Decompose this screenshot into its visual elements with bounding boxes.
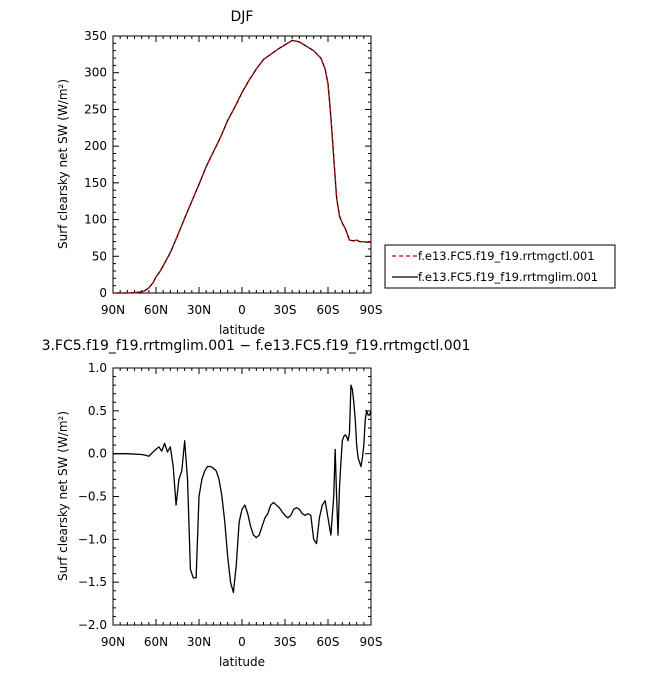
top-y-tick-label-4: 200: [84, 139, 107, 153]
top-x-axis-label: latitude: [219, 323, 265, 337]
bottom-x-axis-label: latitude: [219, 655, 265, 669]
top-y-tick-label-5: 250: [84, 102, 107, 116]
bottom-y-axis-label: Surf clearsky net SW (W/m²): [56, 411, 70, 581]
bottom-series-group: [113, 384, 372, 594]
top-x-tick-label-3: 0: [238, 303, 246, 317]
top-y-axis: 0 50 100 150 200 250 300 350: [84, 29, 371, 300]
top-y-tick-label-3: 150: [84, 176, 107, 190]
bottom-x-axis: 90N 60N 30N 0 30S 60S 90S: [101, 368, 383, 649]
top-y-tick-label-7: 350: [84, 29, 107, 43]
bottom-y-tick-label-0: 1.0: [88, 361, 107, 375]
top-x-tick-label-6: 90S: [360, 303, 383, 317]
top-x-tick-label-1: 60N: [144, 303, 168, 317]
top-y-tick-label-2: 100: [84, 213, 107, 227]
legend-label-series-1: f.e13.FC5.f19_f19.rrtmglim.001: [418, 270, 598, 284]
top-x-tick-label-4: 30S: [274, 303, 297, 317]
bottom-panel: 3.FC5.f19_f19.rrtmglim.001 − f.e13.FC5.f…: [42, 338, 471, 669]
bottom-x-tick-label-5: 60S: [317, 635, 340, 649]
top-series-line-0: [113, 39, 371, 294]
bottom-x-tick-label-4: 30S: [274, 635, 297, 649]
top-y-axis-label: Surf clearsky net SW (W/m²): [56, 79, 70, 249]
bottom-x-tick-label-0: 90N: [101, 635, 125, 649]
legend-label-series-0: f.e13.FC5.f19_f19.rrtmgctl.001: [418, 249, 595, 263]
bottom-x-tick-label-3: 0: [238, 635, 246, 649]
bottom-x-tick-label-6: 90S: [360, 635, 383, 649]
bottom-y-tick-label-4: −1.0: [78, 532, 107, 546]
top-series-group: [113, 39, 371, 294]
top-x-tick-label-5: 60S: [317, 303, 340, 317]
top-x-axis: 90N 60N 30N 0 30S 60S 90S: [101, 36, 383, 317]
top-series-line-1: [113, 39, 371, 294]
bottom-x-tick-label-2: 30N: [187, 635, 211, 649]
top-x-tick-label-2: 30N: [187, 303, 211, 317]
bottom-y-tick-label-3: −0.5: [78, 490, 107, 504]
bottom-plot-frame: [112, 367, 372, 626]
bottom-y-tick-label-6: −2.0: [78, 618, 107, 632]
legend-box: [384, 244, 616, 289]
top-x-tick-label-0: 90N: [101, 303, 125, 317]
top-chart-title: DJF: [231, 9, 254, 25]
bottom-series-line-0: [113, 384, 372, 594]
top-y-tick-label-6: 300: [84, 66, 107, 80]
top-y-tick-label-1: 50: [92, 249, 107, 263]
bottom-y-tick-label-2: 0.0: [88, 447, 107, 461]
top-y-tick-label-0: 0: [99, 286, 107, 300]
top-plot-frame: [112, 35, 372, 294]
top-panel: DJF 0 50 100 150 200 250 300 350 90N 60N 30N 0 30S 6…: [56, 9, 616, 337]
bottom-chart-title: 3.FC5.f19_f19.rrtmglim.001 − f.e13.FC5.f…: [42, 338, 471, 354]
bottom-y-axis: 1.0 0.5 0.0 −0.5 −1.0 −1.5 −2.0: [78, 361, 371, 632]
legend: f.e13.FC5.f19_f19.rrtmgctl.001 f.e13.FC5…: [384, 244, 616, 289]
bottom-y-tick-label-1: 0.5: [88, 404, 107, 418]
bottom-y-tick-label-5: −1.5: [78, 575, 107, 589]
bottom-x-tick-label-1: 60N: [144, 635, 168, 649]
